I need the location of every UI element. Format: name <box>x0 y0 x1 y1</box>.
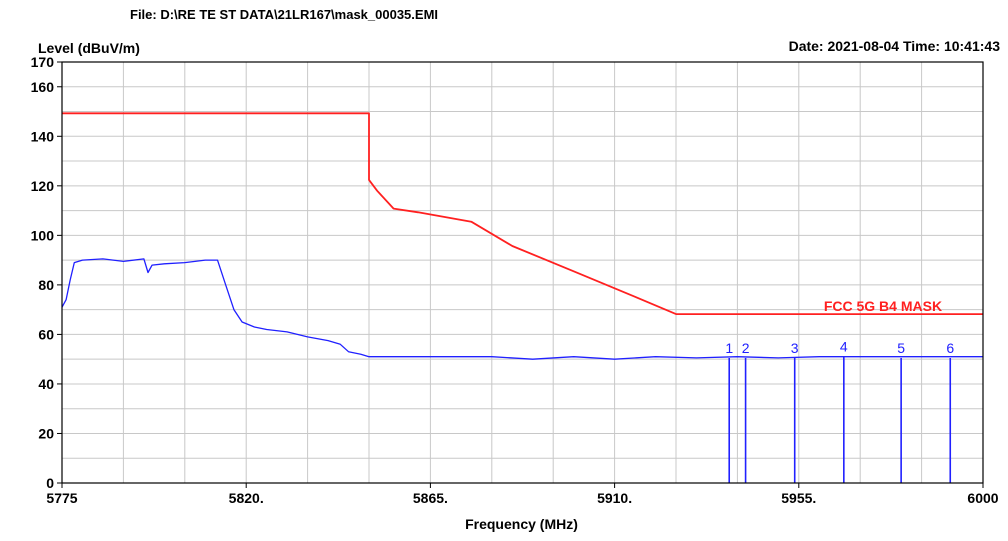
x-tick-label: 5820. <box>229 490 264 506</box>
x-tick-label: 5865. <box>413 490 448 506</box>
y-tick-label: 170 <box>31 54 55 70</box>
marker-label: 3 <box>791 340 799 356</box>
file-path-label: File: D:\RE TE ST DATA\21LR167\mask_0003… <box>130 7 439 22</box>
mask-limit-line <box>62 112 983 316</box>
labels: 1 2 3 4 5 6 FCC 5G B4 MASK 0 20 40 60 80 100 120 140 16… <box>31 54 999 506</box>
y-tick-label: 60 <box>38 326 54 342</box>
y-axis-title: Level (dBuV/m) <box>38 40 140 56</box>
marker-label: 4 <box>840 339 848 355</box>
y-tick-label: 100 <box>31 227 55 243</box>
marker-label: 1 <box>725 340 733 356</box>
marker-label: 6 <box>946 340 954 356</box>
mask-legend-label: FCC 5G B4 MASK <box>824 298 942 314</box>
x-tick-label: 5955. <box>781 490 816 506</box>
y-tick-label: 20 <box>38 425 54 441</box>
y-tick-label: 0 <box>46 475 54 491</box>
marker-label: 5 <box>897 340 905 356</box>
series-layer <box>61 112 983 483</box>
date-time-label: Date: 2021-08-04 Time: 10:41:43 <box>788 38 1000 54</box>
axes <box>57 61 984 488</box>
y-tick-label: 80 <box>38 277 54 293</box>
y-tick-label: 40 <box>38 376 54 392</box>
grid <box>61 62 984 483</box>
y-tick-label: 140 <box>31 128 55 144</box>
y-tick-label: 120 <box>31 178 55 194</box>
plot-border <box>61 61 984 484</box>
x-tick-label: 5910. <box>597 490 632 506</box>
x-tick-label: 5775 <box>46 490 77 506</box>
x-axis-title: Frequency (MHz) <box>465 516 578 532</box>
y-tick-label: 160 <box>31 79 55 95</box>
marker-label: 2 <box>742 340 750 356</box>
x-tick-label: 6000 <box>967 490 998 506</box>
measured-trace <box>61 258 983 360</box>
